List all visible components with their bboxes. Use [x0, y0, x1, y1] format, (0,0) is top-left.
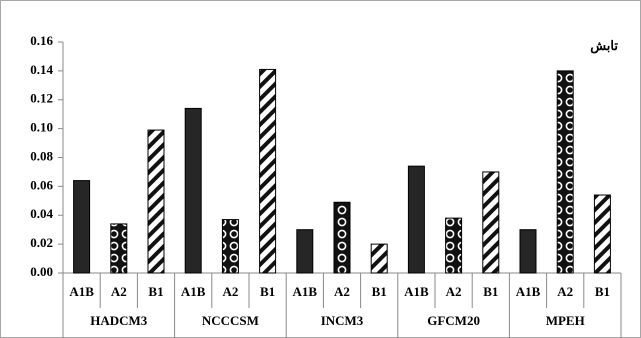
y-tick-label: 0.06 [30, 177, 53, 192]
group-label: MPEH [546, 313, 585, 328]
y-tick-label: 0.00 [30, 264, 53, 279]
group-label: NCCCSM [202, 313, 259, 328]
bar [445, 217, 463, 274]
x-tick-label: A2 [111, 284, 127, 299]
bar [407, 165, 425, 274]
bar [370, 243, 388, 274]
bar [593, 194, 611, 274]
bar [333, 201, 351, 274]
bar [482, 171, 500, 274]
x-tick-label: A2 [446, 284, 462, 299]
bar [73, 180, 91, 274]
bar [296, 229, 314, 274]
x-tick-label: A2 [557, 284, 573, 299]
y-tick-label: 0.14 [30, 62, 53, 77]
x-tick-label: A1B [181, 284, 206, 299]
x-tick-label: B1 [260, 284, 275, 299]
group-label: HADCM3 [90, 313, 148, 328]
x-tick-label: B1 [483, 284, 498, 299]
bar [259, 68, 277, 274]
x-tick-label: A1B [293, 284, 318, 299]
y-tick-label: 0.10 [30, 120, 53, 135]
y-tick-label: 0.16 [30, 33, 53, 48]
x-tick-label: A2 [222, 284, 238, 299]
x-tick-label: A1B [404, 284, 429, 299]
bar [556, 70, 574, 274]
bar [221, 219, 239, 274]
bar [519, 229, 537, 274]
bar [110, 223, 128, 274]
y-tick-label: 0.08 [30, 148, 53, 163]
x-tick-label: B1 [148, 284, 163, 299]
x-tick-label: B1 [595, 284, 610, 299]
bar [184, 107, 202, 274]
y-tick-label: 0.12 [30, 91, 53, 106]
x-tick-label: A2 [334, 284, 350, 299]
x-tick-label: A1B [69, 284, 94, 299]
y-tick-label: 0.02 [30, 235, 53, 250]
x-tick-label: A1B [516, 284, 541, 299]
y-tick-label: 0.04 [30, 206, 53, 221]
x-tick-label: B1 [372, 284, 387, 299]
bar [147, 129, 165, 274]
group-label: INCM3 [321, 313, 364, 328]
chart-title: تابش [590, 38, 618, 54]
group-label: GFCM20 [427, 313, 480, 328]
